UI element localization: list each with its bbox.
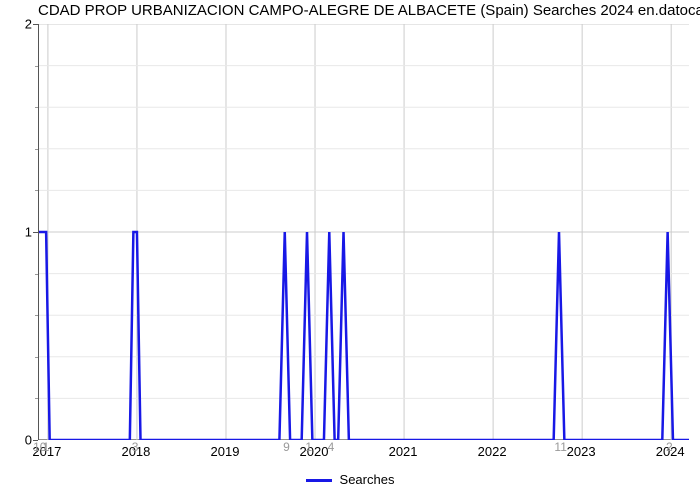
baseline-value-label: 1 [305, 440, 312, 454]
x-tick-label: 2019 [211, 444, 240, 459]
y-minor-tick [35, 398, 38, 399]
y-tick-label: 0 [25, 433, 32, 448]
y-minor-tick [35, 274, 38, 275]
legend-label: Searches [340, 472, 395, 487]
legend: Searches [0, 472, 700, 487]
y-minor-tick [35, 107, 38, 108]
y-minor-tick [35, 66, 38, 67]
y-tick-mark [33, 232, 38, 233]
x-tick-label: 2022 [478, 444, 507, 459]
y-minor-tick [35, 357, 38, 358]
y-minor-tick [35, 190, 38, 191]
y-minor-tick [35, 315, 38, 316]
baseline-value-label: 4 [328, 440, 335, 454]
baseline-value-label: 2 [666, 440, 673, 454]
y-minor-tick [35, 149, 38, 150]
y-tick-label: 2 [25, 17, 32, 32]
chart-svg [39, 24, 689, 440]
baseline-value-label: 11 [554, 440, 566, 454]
x-tick-label: 2020 [300, 444, 329, 459]
legend-swatch [306, 479, 332, 482]
x-tick-label: 2021 [389, 444, 418, 459]
y-tick-label: 1 [25, 225, 32, 240]
chart-title: CDAD PROP URBANIZACION CAMPO-ALEGRE DE A… [38, 2, 692, 19]
x-tick-label: 2023 [567, 444, 596, 459]
baseline-value-label: 9 [283, 440, 290, 454]
plot-area [38, 24, 688, 440]
baseline-value-label: 3 [132, 440, 139, 454]
baseline-value-label: 1 [43, 440, 50, 454]
y-tick-mark [33, 24, 38, 25]
